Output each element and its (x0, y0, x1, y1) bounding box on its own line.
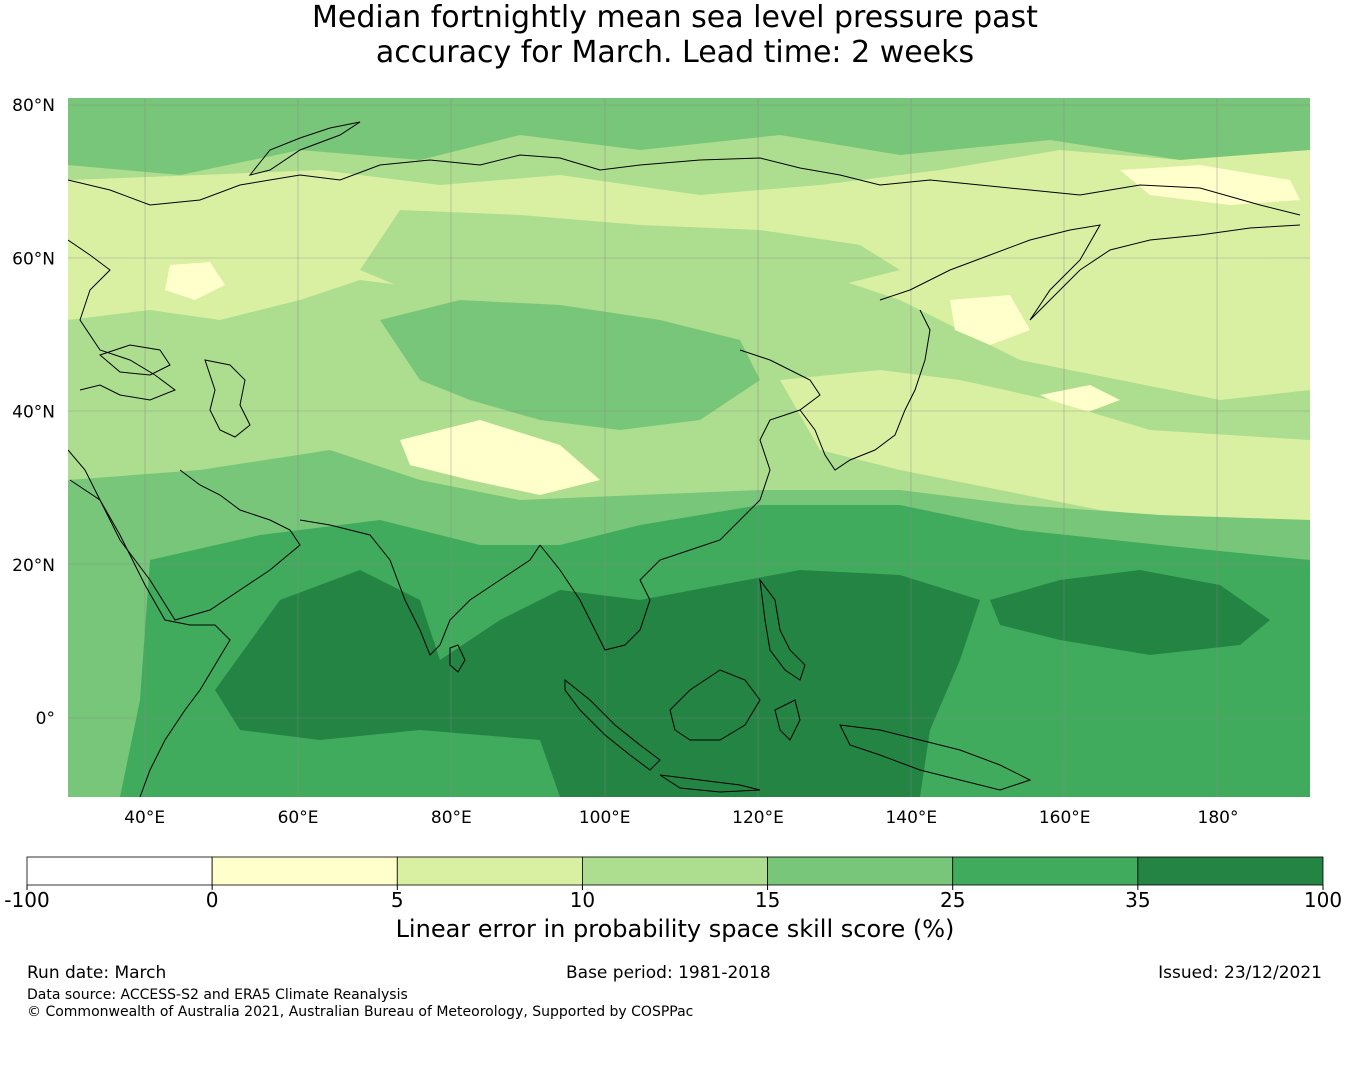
coast-russian-far-east (879, 224, 1301, 321)
lon-label-2: 80°E (431, 808, 472, 828)
coast-arctic (68, 154, 1301, 216)
colorbar-tick-6: 35 (1125, 888, 1150, 912)
coast-black-sea (99, 344, 171, 376)
lat-label-0: 80°N (12, 96, 55, 116)
colorbar-tick-5: 25 (940, 888, 965, 912)
colorbar-swatch-4 (767, 856, 954, 886)
field-region-north-pacific (780, 370, 1310, 520)
coastlines (68, 121, 1301, 797)
colorbar-tick-2: 5 (391, 888, 404, 912)
field-patch-yellow-1 (165, 262, 225, 300)
graticule (68, 98, 1310, 797)
colorbar-label: Linear error in probability space skill … (395, 915, 955, 943)
colorbar-tick-3: 10 (570, 888, 595, 912)
coast-borneo (669, 669, 761, 741)
field-region-siberia-mid (360, 210, 900, 310)
field-patch-yellow-2 (1120, 165, 1300, 205)
lon-label-1: 60°E (278, 808, 319, 828)
lon-label-0: 40°E (124, 808, 165, 828)
colorbar-swatch-3 (582, 856, 768, 886)
coast-arabia (69, 469, 301, 621)
copyright: © Commonwealth of Australia 2021, Austra… (27, 1004, 694, 1020)
issued-date: Issued: 23/12/2021 (1158, 963, 1322, 983)
coast-novaya-zemlya (248, 121, 361, 176)
lat-label-4: 0° (36, 709, 55, 729)
colorbar: -100 0 5 10 15 25 35 100 (4, 856, 1342, 912)
lon-label-3: 100°E (579, 808, 631, 828)
data-source: Data source: ACCESS-S2 and ERA5 Climate … (27, 987, 408, 1003)
colorbar-swatch-6 (1137, 856, 1324, 886)
field-region-central-asia (380, 300, 760, 430)
lat-label-2: 40°N (12, 403, 55, 423)
coast-sumatra (564, 678, 661, 771)
field-region-west-pacific (990, 570, 1270, 655)
field-patch-yellow-5 (1040, 385, 1120, 415)
coast-se-asia (539, 349, 821, 651)
colorbar-tick-4: 15 (755, 888, 780, 912)
lon-label-5: 140°E (885, 808, 937, 828)
coast-india (299, 519, 541, 656)
map-title-line-1: Median fortnightly mean sea level pressu… (312, 0, 1038, 35)
lat-labels: 80°N 60°N 40°N 20°N 0° (12, 96, 55, 729)
colorbar-tick-7: 100 (1304, 888, 1342, 912)
lon-label-7: 180° (1198, 808, 1239, 828)
coast-java (659, 774, 761, 793)
coast-philippines (759, 578, 806, 681)
field-region-europe (68, 320, 300, 410)
coast-new-guinea (839, 724, 1032, 791)
lon-labels: 40°E 60°E 80°E 100°E 120°E 140°E 160°E 180° (124, 808, 1238, 828)
coast-korea-japan (799, 309, 931, 471)
coast-sulawesi (774, 699, 801, 741)
coast-africa (68, 449, 231, 797)
lat-label-3: 20°N (12, 556, 55, 576)
colorbar-tick-0: -100 (4, 888, 49, 912)
field-region-indian-ocean (215, 570, 980, 797)
run-date: Run date: March (27, 963, 167, 983)
field-patch-yellow-4 (400, 420, 600, 495)
map-field (68, 98, 1310, 797)
lon-label-6: 160°E (1039, 808, 1091, 828)
coast-sri-lanka (449, 644, 466, 673)
coast-europe (68, 239, 177, 401)
colorbar-swatch-2 (396, 856, 583, 886)
field-patch-yellow-3 (950, 295, 1030, 345)
map-title-line-2: accuracy for March. Lead time: 2 weeks (375, 35, 975, 70)
colorbar-swatch-0 (26, 856, 213, 886)
base-period: Base period: 1981-2018 (566, 963, 771, 983)
coast-caspian (204, 359, 251, 438)
colorbar-tick-1: 0 (206, 888, 219, 912)
lon-label-4: 120°E (732, 808, 784, 828)
lat-label-1: 60°N (12, 249, 55, 269)
colorbar-swatch-5 (952, 856, 1139, 886)
field-region-arctic (68, 98, 1310, 175)
colorbar-swatch-1 (211, 856, 398, 886)
